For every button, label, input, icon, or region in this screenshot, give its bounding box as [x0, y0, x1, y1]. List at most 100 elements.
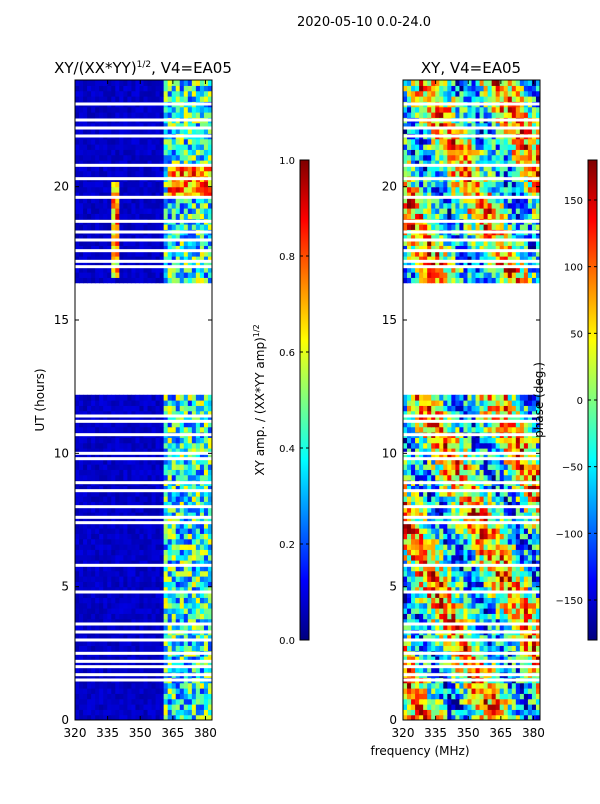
heatmap-cell [123, 85, 128, 91]
heatmap-cell [148, 475, 153, 481]
heatmap-cell [160, 709, 165, 715]
heatmap-cell [415, 544, 420, 550]
heatmap-cell [87, 427, 92, 433]
heatmap-cell [79, 107, 84, 113]
heatmap-cell [455, 683, 460, 689]
heatmap-cell [160, 544, 165, 550]
heatmap-cell [164, 443, 169, 449]
heatmap-cell [463, 704, 468, 710]
heatmap-cell [443, 709, 448, 715]
heatmap-cell [180, 149, 185, 155]
heatmap-cell [528, 603, 533, 609]
heatmap-cell [192, 96, 197, 102]
heatmap-cell [135, 400, 140, 406]
heatmap-cell [164, 533, 169, 539]
heatmap-cell [463, 496, 468, 502]
heatmap-cell [91, 464, 96, 470]
heatmap-cell [152, 277, 157, 283]
heatmap-cell [160, 704, 165, 710]
heatmap-cell [463, 693, 468, 699]
heatmap-cell [484, 496, 489, 502]
heatmap-cell [496, 699, 501, 705]
heatmap-cell [403, 709, 408, 715]
heatmap-cell [524, 555, 529, 561]
heatmap-cell [131, 581, 136, 587]
heatmap-cell [196, 608, 201, 614]
heatmap-cell [403, 704, 408, 710]
heatmap-cell [192, 139, 197, 145]
heatmap-cell [99, 496, 104, 502]
heatmap-cell [127, 107, 132, 113]
heatmap-cell [152, 571, 157, 577]
heatmap-cell [75, 533, 80, 539]
heatmap-cell [439, 571, 444, 577]
heatmap-cell [127, 112, 132, 118]
heatmap-cell [164, 581, 169, 587]
heatmap-cell [87, 224, 92, 230]
heatmap-cell [144, 693, 149, 699]
heatmap-cell [180, 613, 185, 619]
flagged-row [75, 231, 212, 234]
heatmap-cell [480, 597, 485, 603]
heatmap-cell [484, 539, 489, 545]
heatmap-cell [476, 683, 481, 689]
heatmap-cell [160, 181, 165, 187]
heatmap-cell [443, 608, 448, 614]
heatmap-cell [403, 613, 408, 619]
heatmap-cell [192, 539, 197, 545]
heatmap-cell [83, 549, 88, 555]
heatmap-cell [139, 699, 144, 705]
heatmap-cell [135, 608, 140, 614]
heatmap-cell [419, 613, 424, 619]
heatmap-cell [152, 608, 157, 614]
heatmap-cell [79, 613, 84, 619]
heatmap-cell [472, 645, 477, 651]
heatmap-cell [127, 576, 132, 582]
heatmap-cell [107, 149, 112, 155]
heatmap-cell [180, 224, 185, 230]
heatmap-cell [172, 571, 177, 577]
heatmap-cell [119, 208, 124, 214]
heatmap-cell [135, 171, 140, 177]
heatmap-cell [192, 544, 197, 550]
heatmap-cell [115, 645, 120, 651]
heatmap-cell [447, 699, 452, 705]
heatmap-cell [95, 683, 100, 689]
heatmap-cell [403, 475, 408, 481]
heatmap-cell [107, 597, 112, 603]
heatmap-cell [156, 155, 161, 161]
heatmap-cell [123, 149, 128, 155]
heatmap-cell [516, 576, 521, 582]
heatmap-cell [95, 112, 100, 118]
heatmap-cell [196, 139, 201, 145]
heatmap-cell [127, 539, 132, 545]
heatmap-cell [123, 528, 128, 534]
heatmap-cell [480, 613, 485, 619]
heatmap-cell [196, 395, 201, 401]
heatmap-cell [200, 443, 205, 449]
heatmap-cell [447, 528, 452, 534]
heatmap-cell [148, 683, 153, 689]
heatmap-cell [156, 699, 161, 705]
heatmap-cell [91, 400, 96, 406]
heatmap-cell [115, 208, 120, 214]
heatmap-cell [451, 571, 456, 577]
heatmap-cell [99, 704, 104, 710]
heatmap-cell [172, 603, 177, 609]
heatmap-cell [472, 571, 477, 577]
heatmap-cell [168, 405, 173, 411]
heatmap-cell [463, 683, 468, 689]
heatmap-cell [492, 576, 497, 582]
heatmap-cell [107, 181, 112, 187]
heatmap-cell [415, 693, 420, 699]
heatmap-cell [196, 80, 201, 86]
heatmap-cell [135, 80, 140, 86]
heatmap-cell [135, 277, 140, 283]
heatmap-cell [419, 533, 424, 539]
heatmap-cell [180, 544, 185, 550]
flagged-row [75, 623, 212, 626]
heatmap-cell [115, 272, 120, 278]
heatmap-cell [439, 539, 444, 545]
heatmap-cell [500, 597, 505, 603]
